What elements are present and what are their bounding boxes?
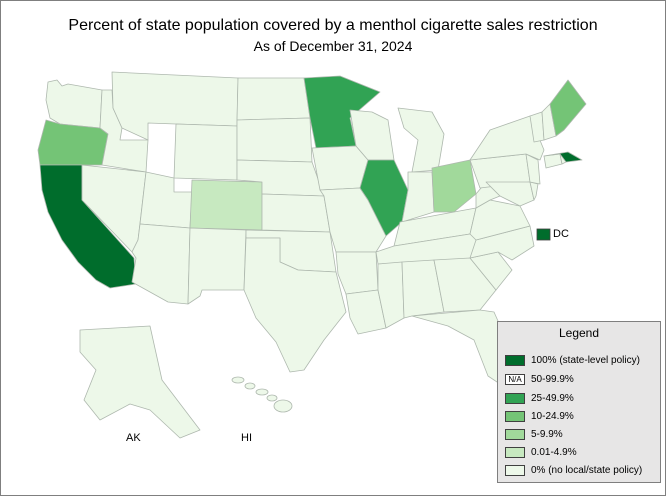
state-ks [261,193,331,233]
legend-swatch [505,410,525,422]
hawaii-label: HI [241,432,252,444]
state-nj [525,153,541,185]
legend-label: 50-99.9% [531,373,574,385]
state-ny [469,115,545,161]
state-fl [411,309,509,385]
hawaii-island [231,376,245,384]
legend-na-badge: N/A [505,373,525,385]
legend-item-001: 0.01-4.9% [505,446,577,458]
map-subtitle: As of December 31, 2024 [253,38,413,54]
state-az [131,223,191,305]
legend-swatch [505,464,525,476]
legend-swatch [505,392,525,404]
legend: Legend 100% (state-level policy) N/A 50-… [497,321,661,483]
state-wy [173,123,238,181]
state-me [549,79,587,137]
alaska-label: AK [126,432,141,444]
state-ct [543,153,563,169]
state-sd [236,117,313,163]
state-ma [543,151,583,163]
legend-label: 5-9.9% [531,428,563,440]
state-nm [187,227,247,305]
legend-label: 25-49.9% [531,392,574,404]
state-ms [377,261,405,329]
hawaii-island [244,382,256,390]
legend-item-0: 0% (no local/state policy) [505,464,642,476]
state-al [401,259,445,319]
state-il [359,159,409,237]
state-nd [236,77,311,121]
legend-item-10: 10-24.9% [505,410,574,422]
hawaii-island [266,394,278,402]
legend-swatch [505,428,525,440]
state-in [401,171,435,223]
state-ia [311,145,369,191]
legend-label: 0.01-4.9% [531,446,577,458]
hawaii-island [273,399,293,413]
map-title: Percent of state population covered by a… [68,17,598,34]
legend-label: 100% (state-level policy) [531,354,640,366]
state-ut [139,171,193,229]
legend-swatch [505,446,525,458]
state-tx [243,237,347,373]
state-co [189,179,263,231]
legend-item-5: 5-9.9% [505,428,563,440]
legend-label: 10-24.9% [531,410,574,422]
state-md [485,181,535,207]
legend-label: 0% (no local/state policy) [531,464,643,476]
state-wa [45,79,103,129]
state-la [345,289,387,335]
dc-swatch [536,228,551,241]
legend-swatch [505,354,525,366]
state-mi [397,107,445,173]
legend-item-100: 100% (state-level policy) [505,354,640,366]
hawaii-island [255,388,269,396]
dc-label: DC [553,228,569,240]
legend-item-50: N/A 50-99.9% [505,373,574,385]
legend-item-25: 25-49.9% [505,392,574,404]
state-ak [79,325,201,439]
legend-title: Legend [558,326,600,340]
state-ar [335,251,379,295]
state-mn [303,75,381,149]
state-oh [431,159,477,213]
